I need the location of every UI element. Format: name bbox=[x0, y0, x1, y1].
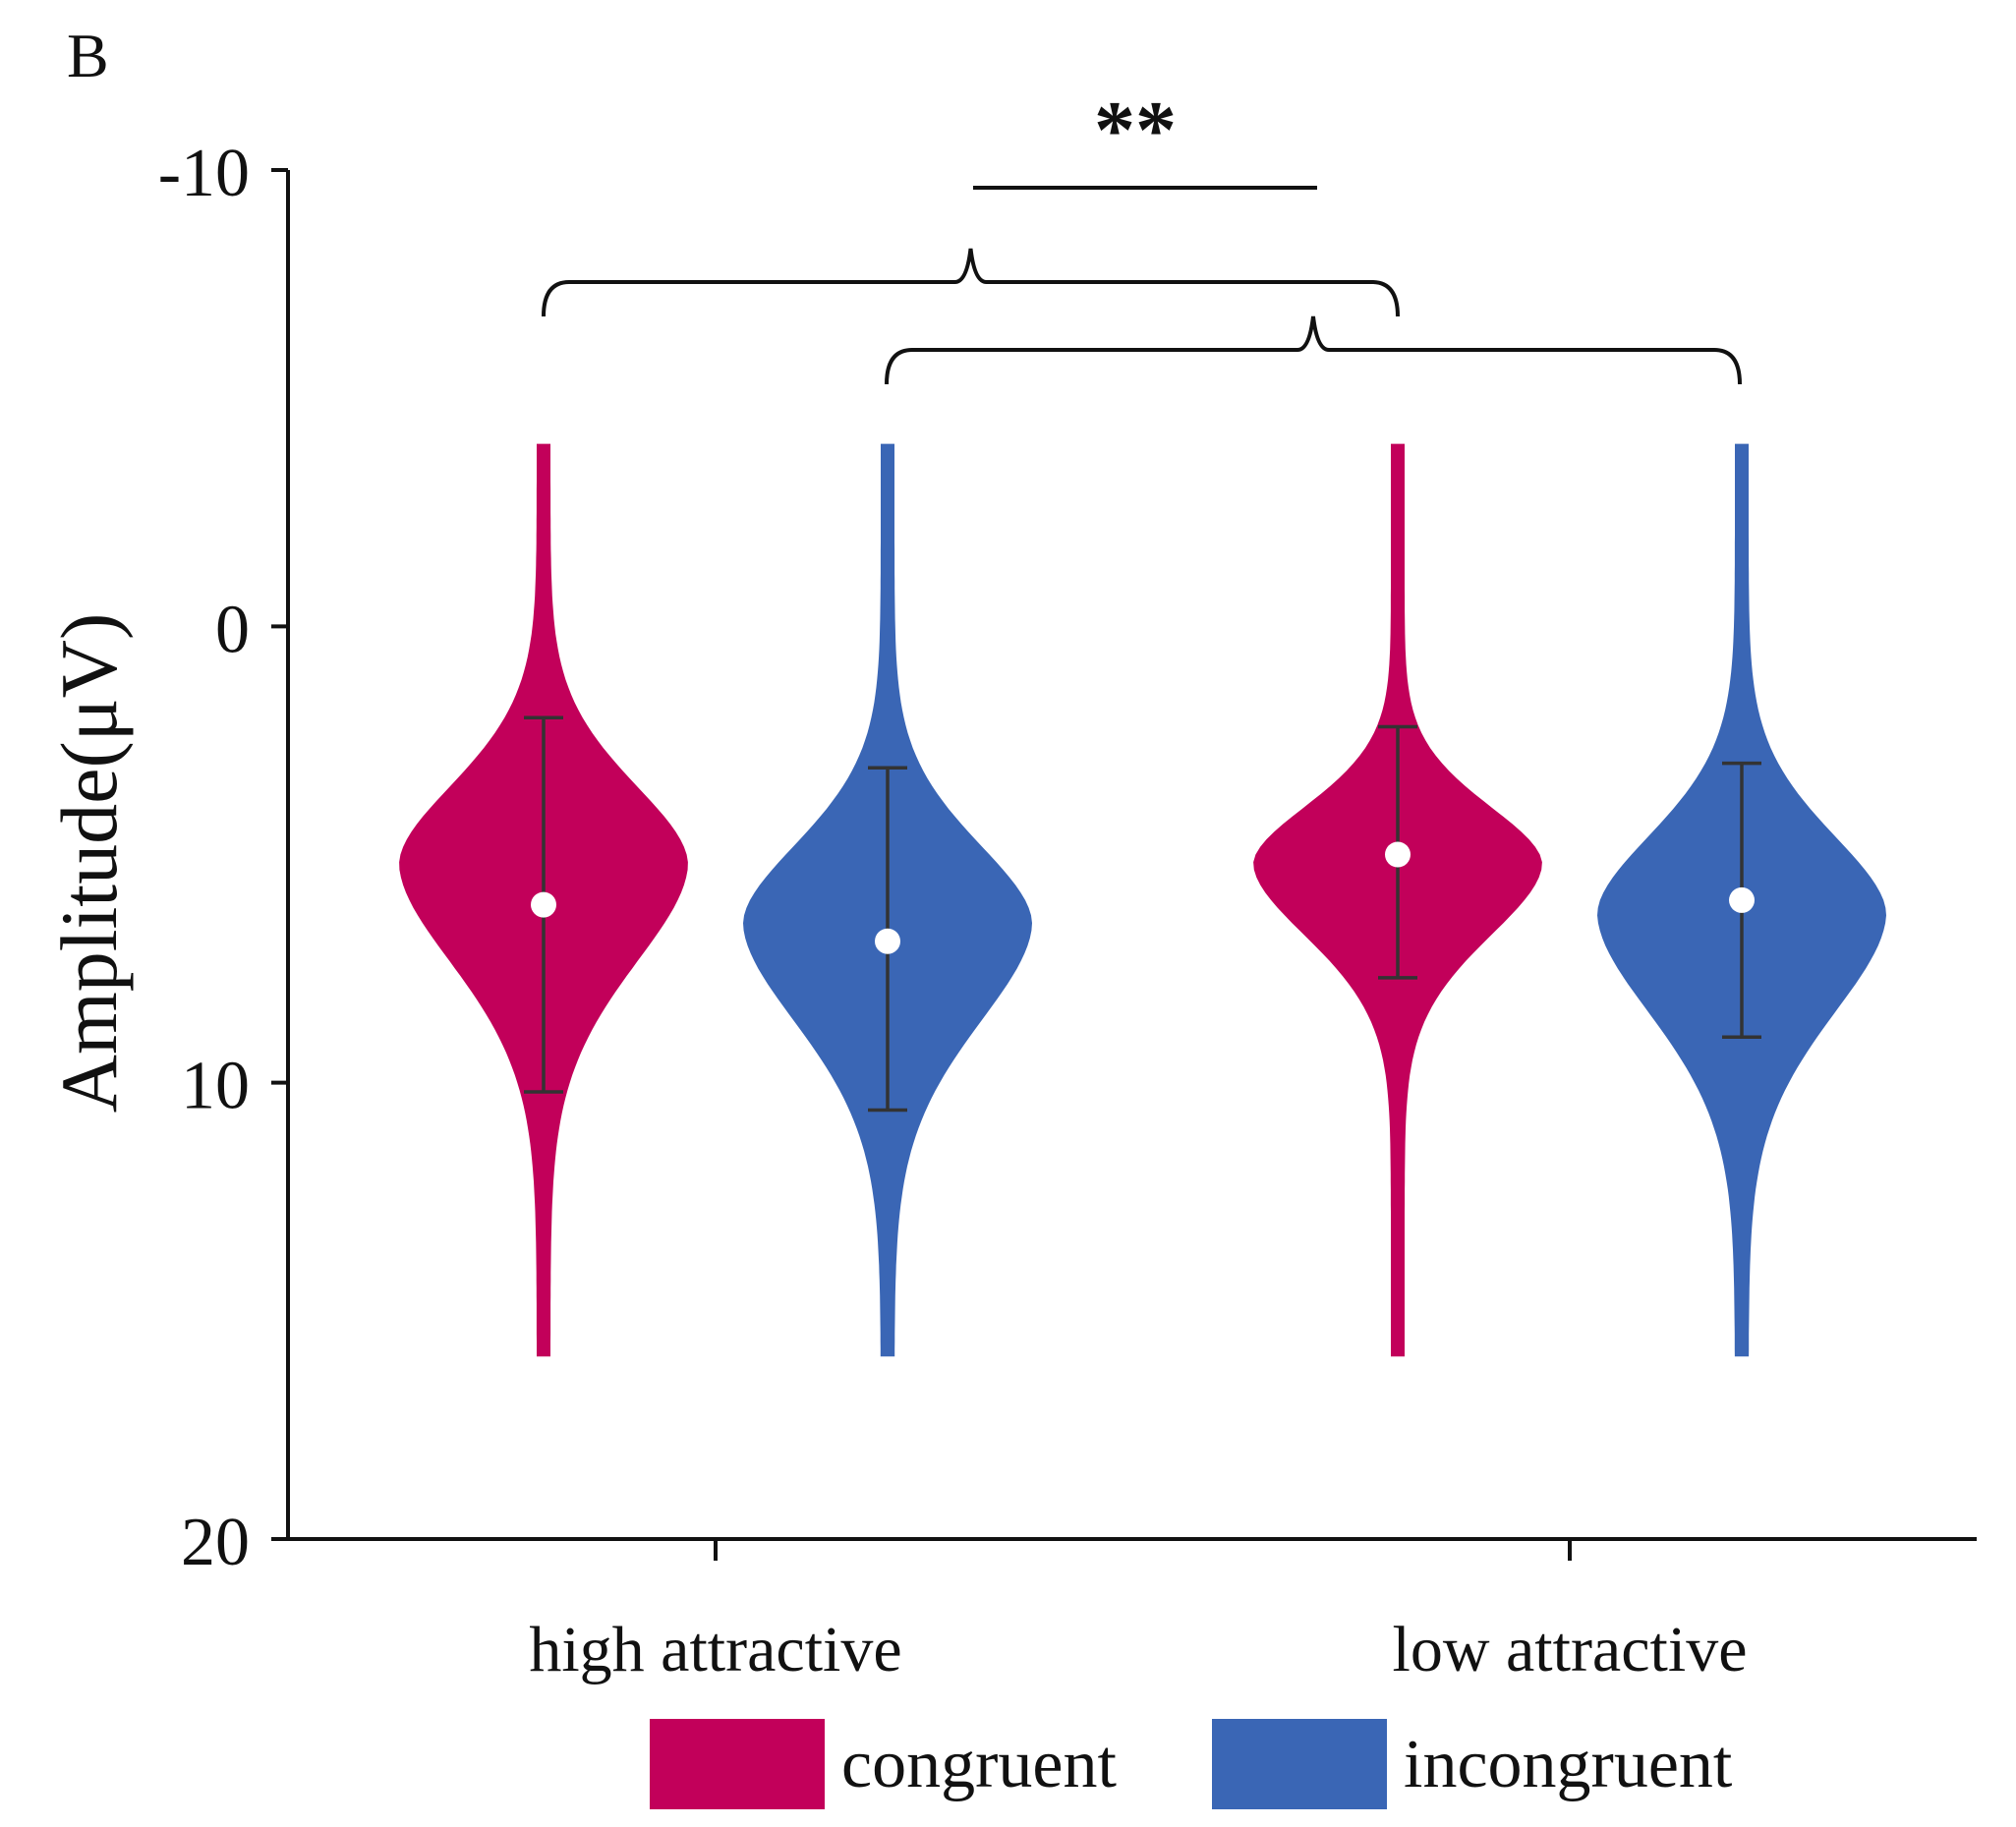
y-tick-label: 0 bbox=[215, 592, 250, 667]
y-tick-label: -10 bbox=[158, 136, 250, 211]
y-ticks: -10 0 10 20 bbox=[158, 136, 288, 1580]
mean-point bbox=[1385, 841, 1411, 868]
mean-point bbox=[1729, 886, 1755, 913]
x-ticks: high attractive low attractive bbox=[529, 1539, 1748, 1685]
legend-label-congruent: congruent bbox=[841, 1727, 1117, 1802]
legend-swatch-incongruent bbox=[1212, 1719, 1387, 1809]
significance-brackets bbox=[542, 248, 1742, 385]
congruent-bracket bbox=[542, 248, 1400, 317]
incongruent-bracket bbox=[885, 315, 1742, 385]
x-tick-label: low attractive bbox=[1392, 1614, 1747, 1685]
significance-label: ** bbox=[1094, 85, 1177, 176]
y-tick-label: 20 bbox=[181, 1505, 250, 1580]
y-tick-label: 10 bbox=[181, 1049, 250, 1124]
violins bbox=[399, 443, 1886, 1357]
axes bbox=[286, 170, 1977, 1541]
mean-point bbox=[531, 891, 556, 918]
legend-swatch-congruent bbox=[650, 1719, 825, 1809]
legend-label-incongruent: incongruent bbox=[1404, 1727, 1733, 1802]
y-axis-label: Amplitude(μV) bbox=[44, 613, 134, 1113]
x-tick-label: high attractive bbox=[529, 1614, 901, 1685]
legend: congruent incongruent bbox=[650, 1719, 1733, 1809]
mean-point bbox=[875, 928, 900, 954]
panel-label: B bbox=[67, 21, 109, 90]
